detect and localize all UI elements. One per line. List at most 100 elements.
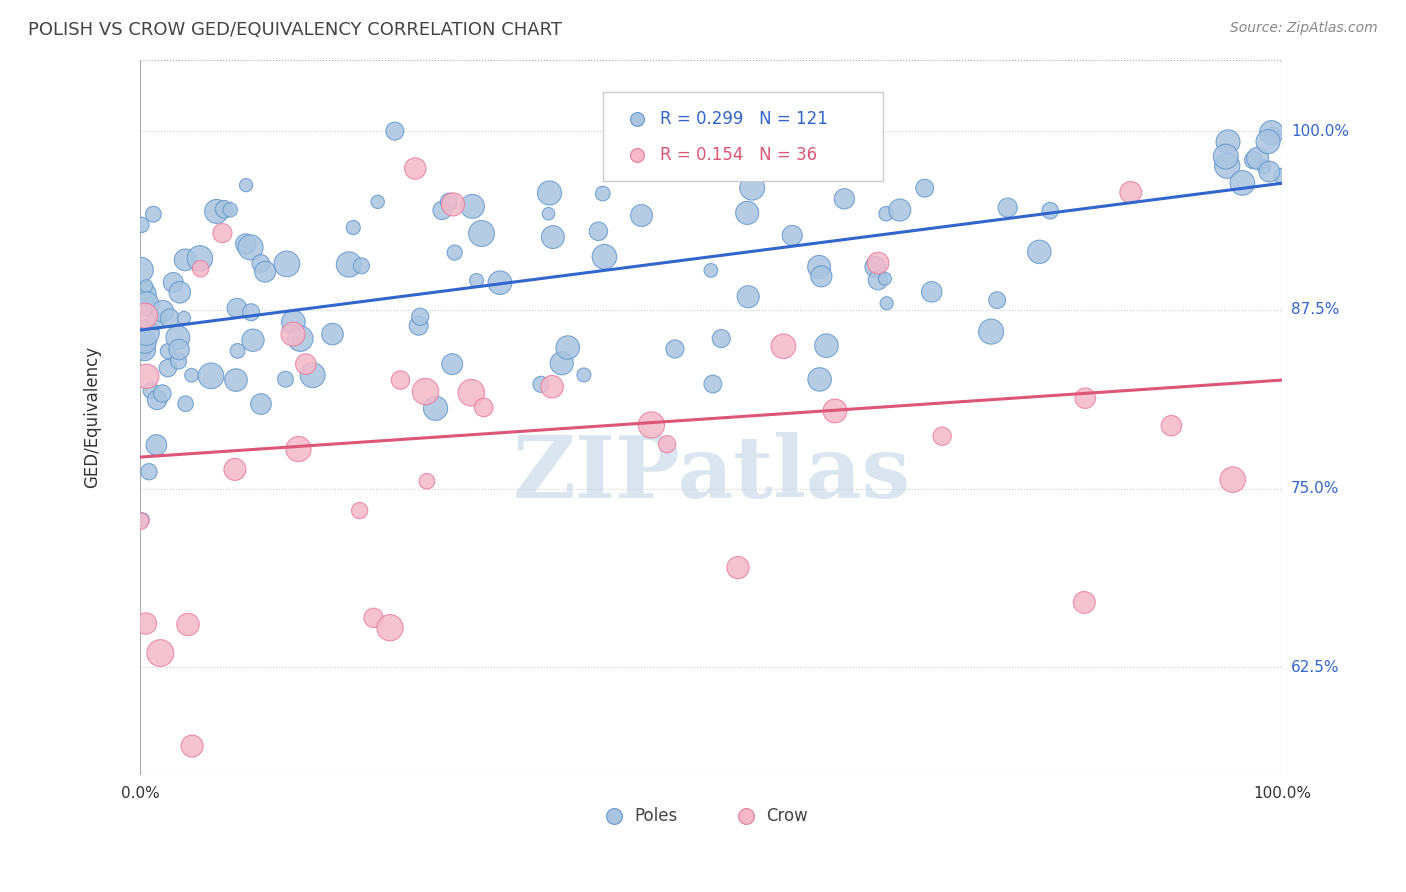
Point	[145, 438, 167, 452]
Point	[174, 397, 197, 411]
Point	[129, 263, 152, 277]
Point	[129, 333, 152, 347]
Point	[655, 437, 678, 451]
Point	[149, 646, 172, 660]
Point	[226, 343, 249, 358]
Point	[342, 220, 364, 235]
Point	[780, 228, 803, 243]
Point	[1074, 391, 1097, 405]
Point	[250, 256, 273, 270]
Point	[239, 240, 262, 254]
Point	[808, 260, 831, 274]
Point	[873, 271, 896, 285]
Point	[281, 326, 304, 341]
Point	[295, 357, 318, 371]
Point	[772, 339, 794, 353]
Point	[1073, 595, 1095, 609]
Point	[211, 226, 233, 240]
Point	[226, 301, 249, 315]
Point	[921, 285, 943, 299]
Text: 100.0%: 100.0%	[1254, 786, 1312, 801]
Text: Source: ZipAtlas.com: Source: ZipAtlas.com	[1230, 21, 1378, 36]
Point	[551, 356, 574, 370]
Point	[190, 261, 212, 276]
Point	[177, 617, 200, 632]
Point	[162, 276, 184, 290]
Point	[135, 369, 157, 384]
Point	[865, 260, 887, 274]
Point	[489, 276, 512, 290]
Point	[470, 227, 492, 241]
Point	[301, 368, 323, 383]
Text: Poles: Poles	[634, 807, 678, 825]
Point	[592, 186, 614, 201]
Text: ZIPatlas: ZIPatlas	[512, 433, 910, 516]
Point	[135, 297, 157, 311]
Point	[276, 257, 298, 271]
Point	[572, 368, 595, 382]
Point	[250, 397, 273, 411]
Point	[156, 344, 179, 359]
Point	[134, 309, 156, 323]
Text: 0.0%: 0.0%	[121, 786, 159, 801]
Point	[350, 259, 373, 273]
Point	[181, 739, 204, 753]
Point	[1028, 244, 1050, 259]
Point	[188, 252, 211, 266]
Point	[321, 327, 343, 342]
Point	[541, 230, 564, 244]
Point	[868, 256, 890, 270]
Point	[235, 178, 257, 193]
Point	[146, 392, 169, 407]
Point	[139, 384, 162, 398]
Text: 100.0%: 100.0%	[1291, 124, 1348, 138]
Text: 62.5%: 62.5%	[1291, 660, 1340, 675]
Point	[408, 318, 430, 333]
Point	[283, 315, 305, 329]
Point	[1160, 418, 1182, 433]
Point	[129, 341, 152, 355]
Text: R = 0.299   N = 121: R = 0.299 N = 121	[659, 110, 828, 128]
Point	[219, 202, 242, 217]
Point	[131, 218, 153, 232]
Point	[274, 372, 297, 386]
Point	[363, 611, 385, 625]
Point	[727, 560, 749, 574]
Point	[710, 332, 733, 346]
Point	[664, 342, 686, 356]
Point	[541, 380, 564, 394]
Point	[557, 341, 579, 355]
Point	[980, 325, 1002, 339]
Point	[166, 330, 188, 344]
Point	[135, 326, 157, 340]
Point	[224, 462, 246, 476]
Point	[225, 373, 247, 387]
Point	[287, 442, 309, 456]
Point	[441, 197, 464, 211]
Point	[389, 373, 412, 387]
Point	[212, 202, 235, 217]
Point	[1119, 186, 1142, 200]
Point	[240, 305, 263, 319]
Point	[134, 343, 156, 357]
Text: R = 0.154   N = 36: R = 0.154 N = 36	[659, 145, 817, 164]
Point	[152, 304, 174, 318]
Text: Crow: Crow	[766, 807, 808, 825]
Point	[132, 287, 155, 301]
Point	[173, 311, 195, 326]
Point	[145, 314, 167, 328]
Point	[205, 204, 228, 219]
Point	[167, 343, 190, 357]
Point	[349, 503, 371, 517]
Point	[156, 361, 179, 376]
Point	[425, 401, 447, 416]
Point	[235, 237, 257, 252]
Text: GED/Equivalency: GED/Equivalency	[83, 346, 101, 488]
Point	[702, 377, 724, 392]
Point	[384, 124, 406, 138]
Point	[200, 368, 222, 383]
Point	[142, 207, 165, 221]
Point	[1039, 203, 1062, 218]
Point	[626, 243, 648, 257]
Text: 75.0%: 75.0%	[1291, 481, 1339, 496]
